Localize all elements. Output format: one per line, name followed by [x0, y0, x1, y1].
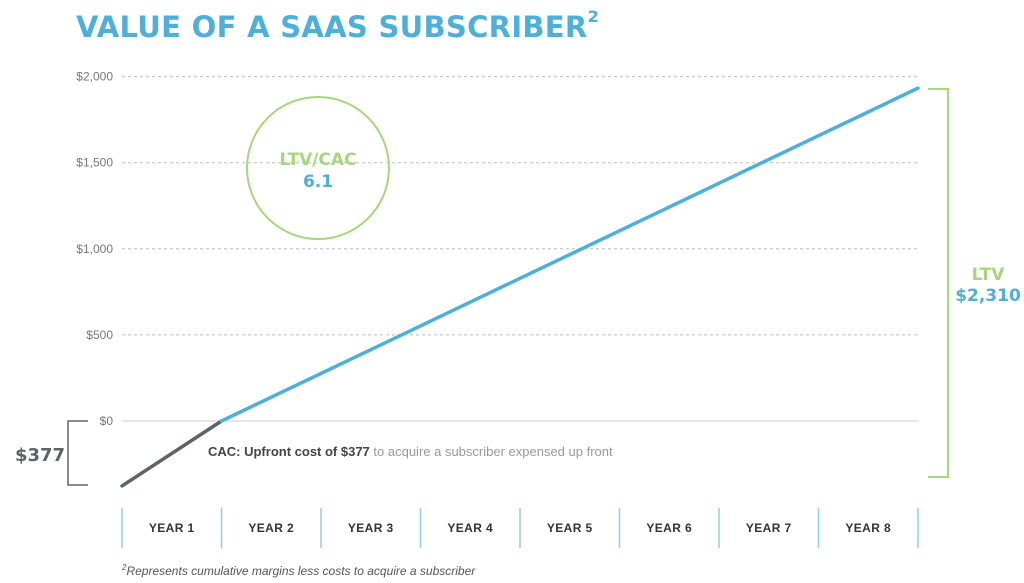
cac-bracket: $377 [15, 420, 88, 486]
line-series [120, 86, 920, 488]
ratio-circle [246, 96, 390, 240]
cac-annotation-rest: to acquire a subscriber expensed up fron… [370, 444, 613, 459]
ratio-badge: LTV/CAC 6.1 [246, 96, 390, 240]
cac-annotation-bold: CAC: Upfront cost of $377 [208, 444, 370, 459]
x-category-label: YEAR 6 [646, 521, 692, 535]
x-category-label: YEAR 3 [348, 521, 394, 535]
y-tick-label: $0 [100, 414, 114, 428]
x-category-label: YEAR 2 [248, 521, 294, 535]
ltv-bracket: LTV $2,310 [928, 88, 1021, 478]
y-tick-label: $1,500 [76, 156, 113, 170]
x-category-label: YEAR 4 [447, 521, 493, 535]
y-axis-ticks: $0 $500 $1,000 $1,500 $2,000 [76, 70, 113, 428]
gridlines [122, 76, 918, 422]
cac-bracket-line [67, 420, 88, 486]
chart: $0 $500 $1,000 $1,500 $2,000 LTV/CAC 6.1 LTV… [15, 70, 1021, 548]
x-category-label: YEAR 7 [746, 521, 792, 535]
ratio-label: LTV/CAC [279, 150, 356, 170]
y-tick-label: $1,000 [76, 242, 113, 256]
y-tick-label: $500 [86, 328, 113, 342]
ltv-bracket-line [928, 88, 949, 478]
x-axis-categories: YEAR 1 YEAR 2 YEAR 3 YEAR 4 YEAR 5 YEAR 6 YEAR… [121, 508, 919, 548]
footnote: 2Represents cumulative margins less cost… [122, 563, 476, 578]
value-line-segment [219, 86, 920, 423]
ltv-value: $2,310 [955, 286, 1021, 306]
chart-title: VALUE OF A SAAS SUBSCRIBER2 [76, 7, 599, 44]
ltv-label: LTV [972, 265, 1006, 285]
ratio-value: 6.1 [303, 172, 333, 192]
cac-line-segment [120, 419, 224, 488]
x-category-label: YEAR 5 [547, 521, 593, 535]
cac-annotation: CAC: Upfront cost of $377 to acquire a s… [208, 444, 613, 459]
x-category-label: YEAR 1 [149, 521, 195, 535]
y-tick-label: $2,000 [76, 70, 113, 84]
x-category-label: YEAR 8 [845, 521, 891, 535]
cac-amount: $377 [15, 445, 65, 466]
